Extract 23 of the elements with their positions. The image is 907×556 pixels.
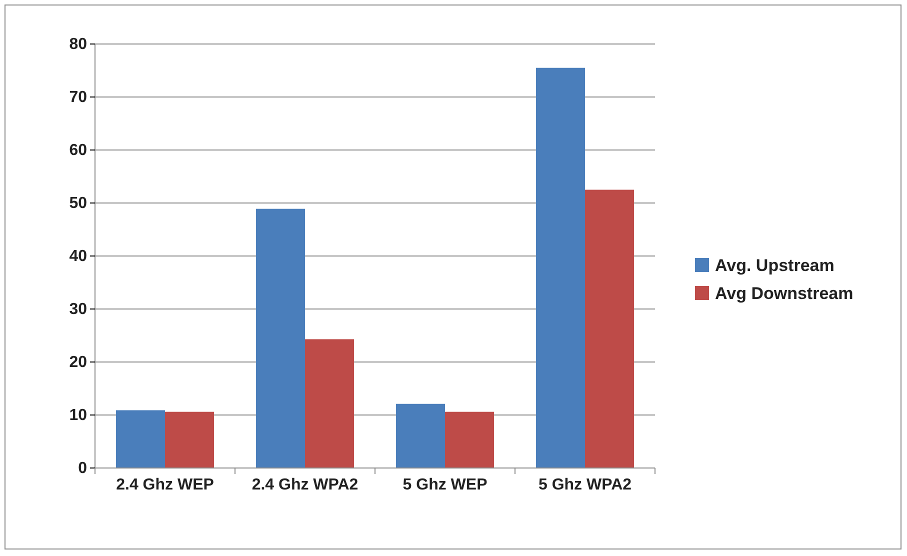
x-tick-label: 5 Ghz WEP: [402, 476, 488, 494]
bar: [445, 412, 494, 468]
y-tick-label: 60: [69, 142, 88, 160]
x-tick-label: 2.4 Ghz WEP: [116, 476, 214, 494]
bar: [256, 208, 305, 468]
y-tick-label: 30: [69, 301, 88, 318]
bar: [536, 68, 585, 468]
bar: [396, 404, 445, 468]
y-tick-label: 20: [69, 354, 88, 372]
bar: [585, 190, 634, 468]
bar: [116, 410, 165, 468]
y-tick-label: 10: [69, 407, 88, 424]
y-tick-label: 0: [78, 460, 88, 478]
y-tick-label: 40: [69, 248, 88, 266]
bar: [305, 339, 354, 468]
x-tick-label: 5 Ghz WPA2: [538, 476, 632, 494]
legend-label: Avg. Upstream: [715, 256, 834, 275]
x-tick-label: 2.4 Ghz WPA2: [252, 476, 358, 494]
legend-label: Avg Downstream: [715, 284, 854, 303]
y-tick-label: 50: [69, 195, 88, 212]
y-tick-label: 80: [69, 36, 88, 54]
y-tick-label: 70: [69, 89, 88, 106]
bar: [165, 412, 214, 468]
